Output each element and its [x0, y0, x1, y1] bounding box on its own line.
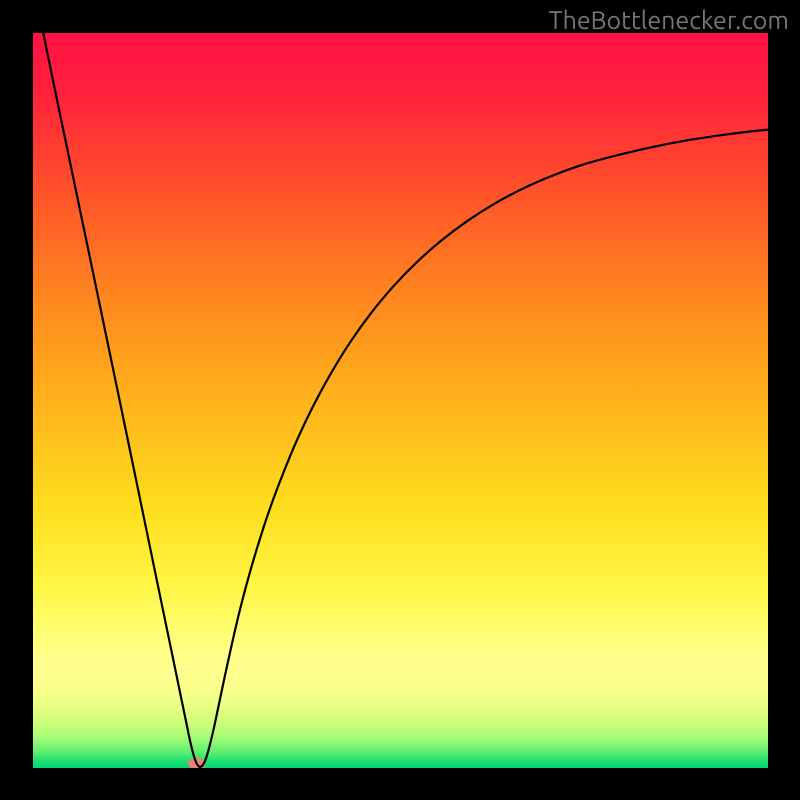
gradient-background — [33, 33, 768, 768]
bottleneck-chart — [33, 33, 768, 768]
chart-stage: TheBottlenecker.com — [0, 0, 800, 800]
watermark-text: TheBottlenecker.com — [549, 6, 789, 34]
